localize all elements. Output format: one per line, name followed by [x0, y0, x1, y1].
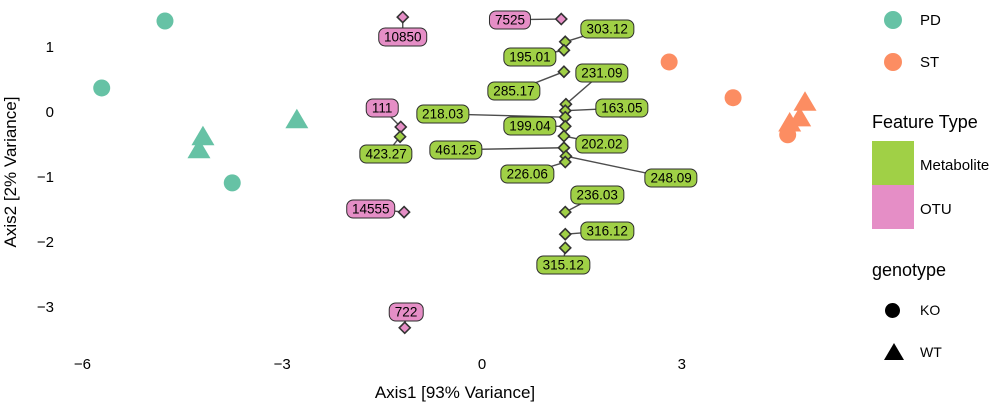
wt-legend-label: WT: [920, 343, 942, 360]
sample-point-pd-wt: [187, 138, 211, 159]
legend-item-st: ST: [884, 53, 939, 71]
metabolite-legend-label: Metabolite: [920, 157, 990, 174]
feature-connector-line: [565, 72, 603, 105]
feature-marker-423.27: [393, 130, 407, 144]
feature-connector-line: [527, 161, 566, 175]
feature-marker-199.04: [558, 119, 572, 133]
feature-connector-line: [565, 28, 608, 43]
legend-item-pd: PD: [884, 11, 941, 29]
feature-connector-line: [564, 194, 598, 213]
otu-swatch: [872, 185, 914, 229]
wt-triangle-icon: [884, 343, 904, 360]
ko-circle-icon: [885, 302, 900, 318]
axis-ticks: −6 −3 0 3 1 0 −1 −2 −3: [37, 39, 686, 373]
feature-connector-line: [565, 155, 672, 179]
feature-markers: [393, 10, 573, 335]
pd-circle-icon: [884, 11, 902, 29]
feature-connector-line: [509, 18, 562, 21]
sample-point-st-ko: [660, 53, 678, 71]
feature-connector-line: [442, 113, 566, 118]
y-tick-label: 0: [46, 104, 54, 121]
feature-marker-195.01: [557, 43, 571, 57]
feature-connectors: [370, 17, 672, 328]
sample-point-pd-wt: [191, 125, 215, 146]
y-tick-label: −1: [37, 169, 54, 186]
feature-marker-7525: [554, 12, 568, 26]
x-tick-label: −3: [274, 356, 291, 373]
y-tick-label: −3: [37, 299, 54, 316]
legend-item-ko: KO: [885, 302, 940, 318]
sample-point-st-ko: [724, 89, 742, 107]
otu-legend-label: OTU: [920, 201, 952, 218]
ko-legend-label: KO: [920, 302, 941, 318]
x-tick-label: −6: [74, 356, 91, 373]
x-axis-title: Axis1 [93% Variance]: [375, 383, 535, 402]
feature-marker-316.12: [558, 227, 572, 241]
feature-connector-line: [565, 230, 608, 235]
sample-point-st-wt: [793, 91, 817, 111]
feature-marker-14555: [397, 205, 411, 219]
feature-connector-line: [513, 71, 565, 92]
sample-point-st-wt: [778, 112, 802, 132]
y-tick-label: 1: [46, 39, 54, 56]
st-circle-icon: [884, 53, 902, 71]
sample-point-pd-ko: [93, 79, 111, 97]
feature-marker-285.17: [557, 65, 571, 79]
genotype-legend-title: genotype: [872, 260, 947, 280]
legend-item-wt: WT: [884, 343, 942, 360]
pd-legend-label: PD: [920, 11, 941, 29]
st-legend-label: ST: [920, 53, 940, 71]
y-tick-label: −2: [37, 234, 54, 251]
sample-point-pd-ko: [223, 174, 241, 192]
feature-connector-line: [563, 135, 603, 145]
feature-type-legend-title: Feature Type: [872, 112, 978, 132]
metabolite-swatch: [872, 141, 914, 185]
feature-marker-315.12: [558, 241, 572, 255]
sample-points: [93, 12, 817, 192]
feature-marker-236.03: [558, 205, 572, 219]
feature-marker-226.06: [558, 155, 572, 169]
sample-point-pd-wt: [285, 108, 309, 129]
x-tick-label: 3: [678, 356, 686, 373]
feature-marker-722: [398, 321, 412, 335]
feature-marker-202.02: [557, 129, 571, 143]
feature-connector-line: [565, 107, 622, 112]
feature-marker-10850: [396, 10, 410, 24]
feature-connector-line: [456, 147, 564, 151]
sample-point-pd-ko: [156, 12, 174, 30]
y-axis-title: Axis2 [2% Variance]: [1, 97, 20, 248]
x-tick-label: 0: [478, 356, 486, 373]
